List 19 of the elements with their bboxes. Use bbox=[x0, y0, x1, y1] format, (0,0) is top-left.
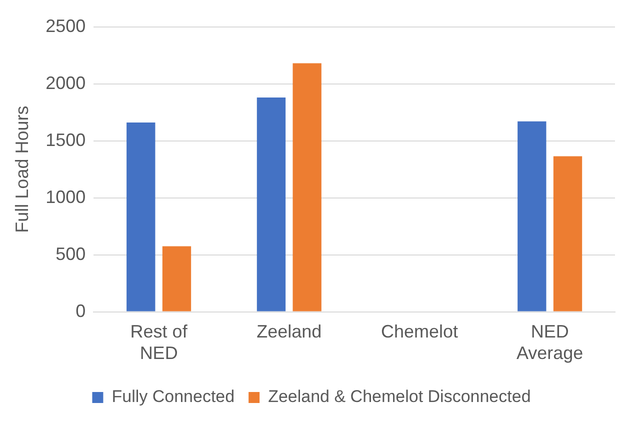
x-tick-label: Chemelot bbox=[380, 322, 458, 342]
bar bbox=[162, 246, 192, 312]
y-tick-label: 500 bbox=[56, 244, 86, 264]
legend-label: Zeeland & Chemelot Disconnected bbox=[268, 387, 531, 406]
y-axis-title: Full Load Hours bbox=[12, 106, 32, 233]
y-tick-label: 1500 bbox=[46, 130, 86, 150]
x-tick-label: Rest of NED bbox=[130, 322, 188, 364]
y-tick-label: 2000 bbox=[46, 72, 86, 93]
bar bbox=[126, 122, 156, 312]
x-tick-label: NED Average bbox=[516, 322, 584, 364]
bar bbox=[518, 121, 546, 312]
y-tick-label: 2500 bbox=[46, 16, 86, 36]
y-tick-label: 1000 bbox=[46, 186, 86, 207]
y-tick-label: 0 bbox=[76, 300, 86, 321]
bar bbox=[256, 97, 286, 312]
bar bbox=[292, 63, 322, 312]
bar bbox=[553, 156, 582, 312]
x-tick-label: Zeeland bbox=[256, 322, 322, 342]
legend-label: Fully Connected bbox=[112, 387, 235, 406]
